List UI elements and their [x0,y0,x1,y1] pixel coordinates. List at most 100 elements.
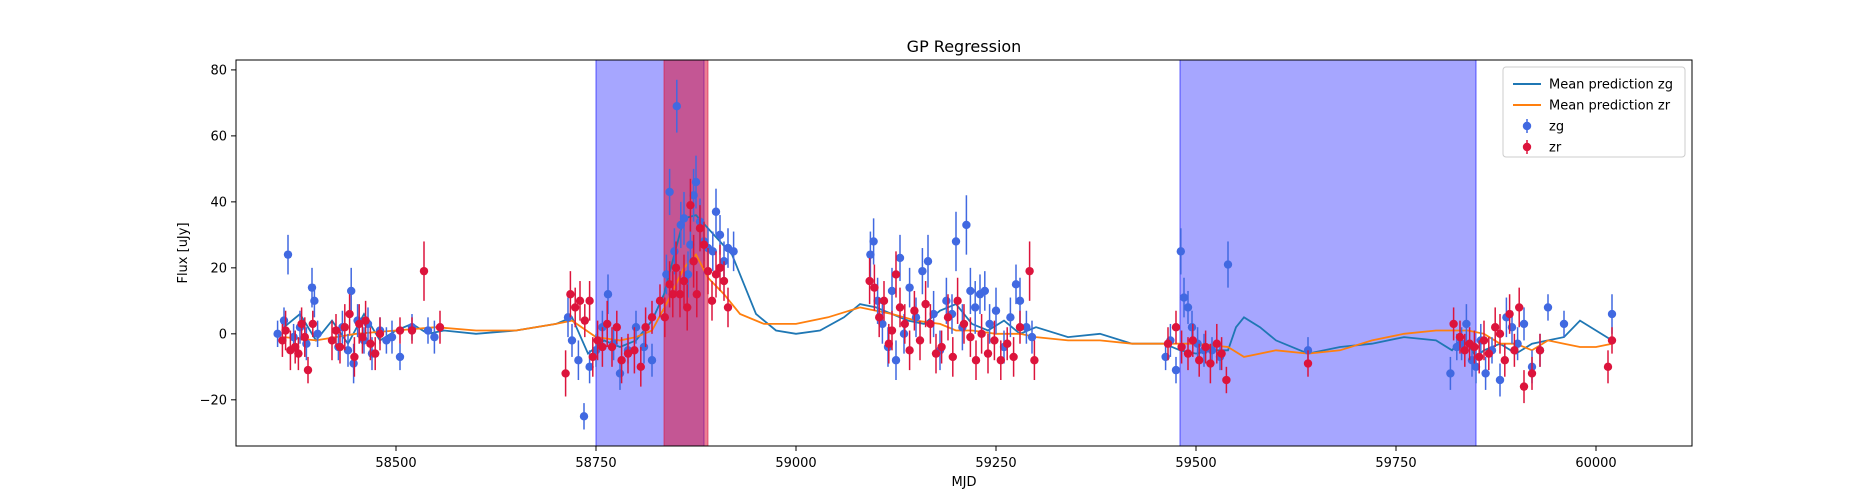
data-point [971,303,980,312]
data-point [943,313,953,322]
data-point [1475,352,1484,362]
data-point [675,290,685,299]
x-tick-label: 59000 [775,456,816,471]
data-point [679,276,689,286]
data-point [574,356,583,365]
data-point [1603,362,1613,372]
data-point [1559,319,1569,329]
data-point [1206,359,1215,368]
data-point [395,352,405,362]
data-point [699,240,709,249]
data-point [407,326,417,335]
data-point [1481,369,1490,378]
data-point [679,214,689,223]
y-tick-label: 0 [219,327,227,342]
data-point [683,270,693,279]
data-point [878,319,887,329]
data-point [1011,280,1021,289]
data-point [879,296,889,306]
observation-points [273,79,1617,430]
data-point [575,296,585,306]
data-point [1505,309,1514,319]
data-point [350,352,359,362]
data-point [686,240,695,249]
data-point [598,342,607,352]
data-point [966,286,975,296]
y-tick-label: 40 [210,195,227,210]
data-point [313,329,322,339]
data-point [580,316,589,325]
data-point [636,362,645,372]
data-point [942,296,951,306]
data-point [1171,323,1181,332]
legend-label: zr [1549,141,1562,156]
data-point [953,296,962,306]
y-tick-label: 80 [210,63,227,78]
data-point [347,286,356,296]
data-point [660,313,669,322]
data-point [1303,359,1313,368]
legend-label: Mean prediction zr [1549,99,1671,114]
data-point [567,336,577,345]
data-point [571,303,580,312]
x-tick-label: 58500 [375,456,416,471]
data-point [361,316,370,325]
data-point [561,369,570,378]
data-point [875,313,884,322]
data-point [991,306,1001,315]
chart-title: GP Regression [907,37,1022,56]
y-axis-ticks: −20 0 20 40 60 80 [200,63,236,408]
data-point [430,332,439,342]
data-point [1607,309,1617,319]
data-point [358,332,367,342]
data-point [1543,303,1553,312]
data-point [668,290,677,299]
data-point [327,336,337,345]
data-point [1303,346,1313,355]
data-point [671,263,681,273]
data-point [1003,339,1012,348]
data-point [1212,339,1222,348]
x-tick-label: 60000 [1575,456,1616,471]
data-point [962,220,971,230]
x-tick-label: 58750 [575,456,616,471]
data-point [977,329,986,339]
data-point [387,332,397,342]
data-point [665,187,674,197]
data-point [395,326,405,335]
data-point [910,306,919,315]
x-tick-label: 59500 [1175,456,1216,471]
data-point [283,250,293,259]
data-point [612,323,621,332]
data-point [711,270,721,279]
data-point [1495,329,1505,339]
data-point [655,296,665,306]
data-point [891,270,901,279]
data-point [1455,332,1465,342]
data-point [1183,349,1193,358]
data-point [683,303,692,312]
data-point [585,296,594,306]
data-point [1519,382,1529,391]
data-point [686,200,695,210]
data-point [1515,303,1524,312]
data-point [905,346,914,355]
legend-marker-swatch [1522,142,1532,152]
data-point [1471,362,1481,372]
data-point [641,323,650,332]
data-point [1188,336,1198,345]
data-point [423,326,433,335]
data-point [1201,342,1210,352]
data-point [647,356,657,365]
y-axis-label: Flux [uJy] [176,222,191,283]
data-point [870,283,879,292]
plot-frame [235,59,1693,447]
data-point [692,290,701,299]
data-point [703,266,713,276]
data-point [1222,375,1231,385]
data-point [899,329,909,339]
x-axis-ticks: 58500 58750 59000 59250 59500 59750 60000 [375,446,1617,471]
data-point [905,283,914,292]
data-point [278,336,287,345]
data-point [921,299,930,309]
